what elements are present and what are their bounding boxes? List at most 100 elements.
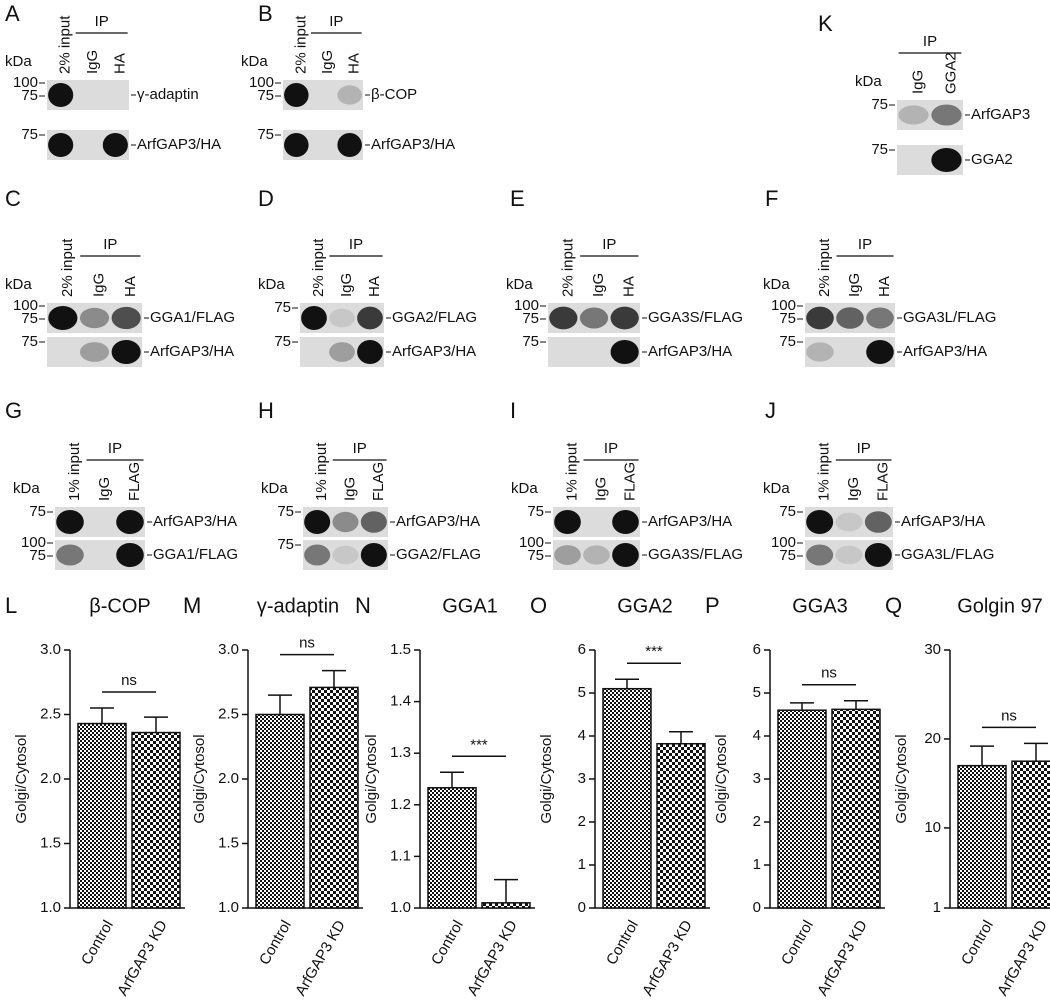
y-tick-label: 2 [753,813,761,830]
band [329,308,355,328]
lane-label: HA [346,53,363,74]
kda-marker: 75 [871,96,888,113]
ip-label: IP [857,440,871,457]
y-tick-label: 1.5 [218,834,239,851]
protein-label: ArfGAP3/HA [901,513,985,530]
y-tick-label: 10 [924,819,941,836]
kda-marker: 75 [277,536,294,553]
bar [131,731,181,909]
band [304,510,331,534]
kda-marker: 75 [274,299,291,316]
protein-label: GGA2/FLAG [392,309,477,326]
band [332,511,359,533]
band [360,511,387,533]
band [864,511,892,533]
panel-letter: F [765,186,778,211]
band [357,340,383,364]
band [612,543,639,567]
band [116,543,144,567]
protein-label: ArfGAP3/HA [903,343,987,360]
band [610,340,639,364]
y-tick-label: 1.0 [390,899,411,916]
panel-letter: O [530,593,547,618]
y-tick-label: 2.0 [40,770,61,787]
panel-letter: M [183,593,201,618]
ip-label: IP [353,440,367,457]
kda-marker: 75 [257,126,274,143]
lane-label: 2% input [559,238,576,297]
band [554,545,581,565]
kda-marker: 75 [779,503,796,520]
lane-label: FLAG [126,462,143,501]
kda-marker: 75 [779,333,796,350]
kda-label: kDa [5,276,32,293]
bar [427,787,477,909]
band [56,510,84,534]
y-tick-label: 1.3 [390,744,411,761]
error-bar [1024,742,1048,762]
error-bar [90,707,114,724]
significance-label: ns [1001,707,1017,724]
lane-label: IgG [341,477,358,501]
lane-label: GGA2 [942,52,959,94]
y-tick-label: 30 [924,641,941,658]
kda-label: kDa [855,73,882,90]
significance-label: ns [299,635,315,652]
protein-label: GGA2 [971,151,1013,168]
y-tick-label: 1.5 [390,641,411,658]
lane-label: FLAG [370,462,387,501]
bar [831,708,881,909]
band [835,512,863,532]
band [866,307,894,329]
y-tick-label: 2.5 [218,705,239,722]
protein-label: ArfGAP3/HA [392,343,476,360]
panel-letter: A [5,1,20,26]
band [301,306,327,330]
panel-letter: N [355,593,371,618]
y-tick-label: 2 [578,813,586,830]
x-tick-label: ArfGAP3 KD [639,917,696,999]
protein-label: β-COP [371,86,417,103]
y-tick-label: 2.5 [40,705,61,722]
kda-marker: 100 [13,297,38,314]
bar [481,902,531,909]
x-tick-label: Control [78,917,117,967]
panel-letter: P [705,593,720,618]
kda-label: kDa [763,276,790,293]
band [79,307,110,329]
y-tick-label: 2.0 [218,770,239,787]
band [116,510,144,534]
lane-label: IgG [590,273,607,297]
y-tick-label: 1.2 [390,796,411,813]
y-tick-label: 1 [933,899,941,916]
y-tick-label: 4 [753,727,761,744]
band [48,133,74,157]
panel-letter: Q [885,593,902,618]
kda-marker: 75 [29,547,46,564]
band [931,104,962,126]
kda-label: kDa [258,276,285,293]
ip-label: IP [602,236,616,253]
y-axis-label: Golgi/Cytosol [713,734,730,823]
ip-label: IP [108,440,122,457]
band [610,306,639,330]
protein-label: GGA1/FLAG [153,546,238,563]
lane-label: HA [621,276,638,297]
error-bar [144,716,168,733]
panel-letter: J [765,398,776,423]
protein-label: ArfGAP3/HA [396,513,480,530]
bar [777,709,827,909]
band [360,543,387,567]
x-tick-label: Control [778,917,817,967]
kda-marker: 75 [274,333,291,350]
lane-label: 2% input [292,15,309,74]
band [111,340,141,364]
y-tick-label: 0 [578,899,586,916]
x-tick-label: Control [428,917,467,967]
y-tick-label: 1.0 [218,899,239,916]
protein-label: GGA2/FLAG [396,546,481,563]
y-tick-label: 3 [578,770,586,787]
band [332,545,359,565]
bar [602,687,652,909]
y-tick-label: 1 [753,856,761,873]
